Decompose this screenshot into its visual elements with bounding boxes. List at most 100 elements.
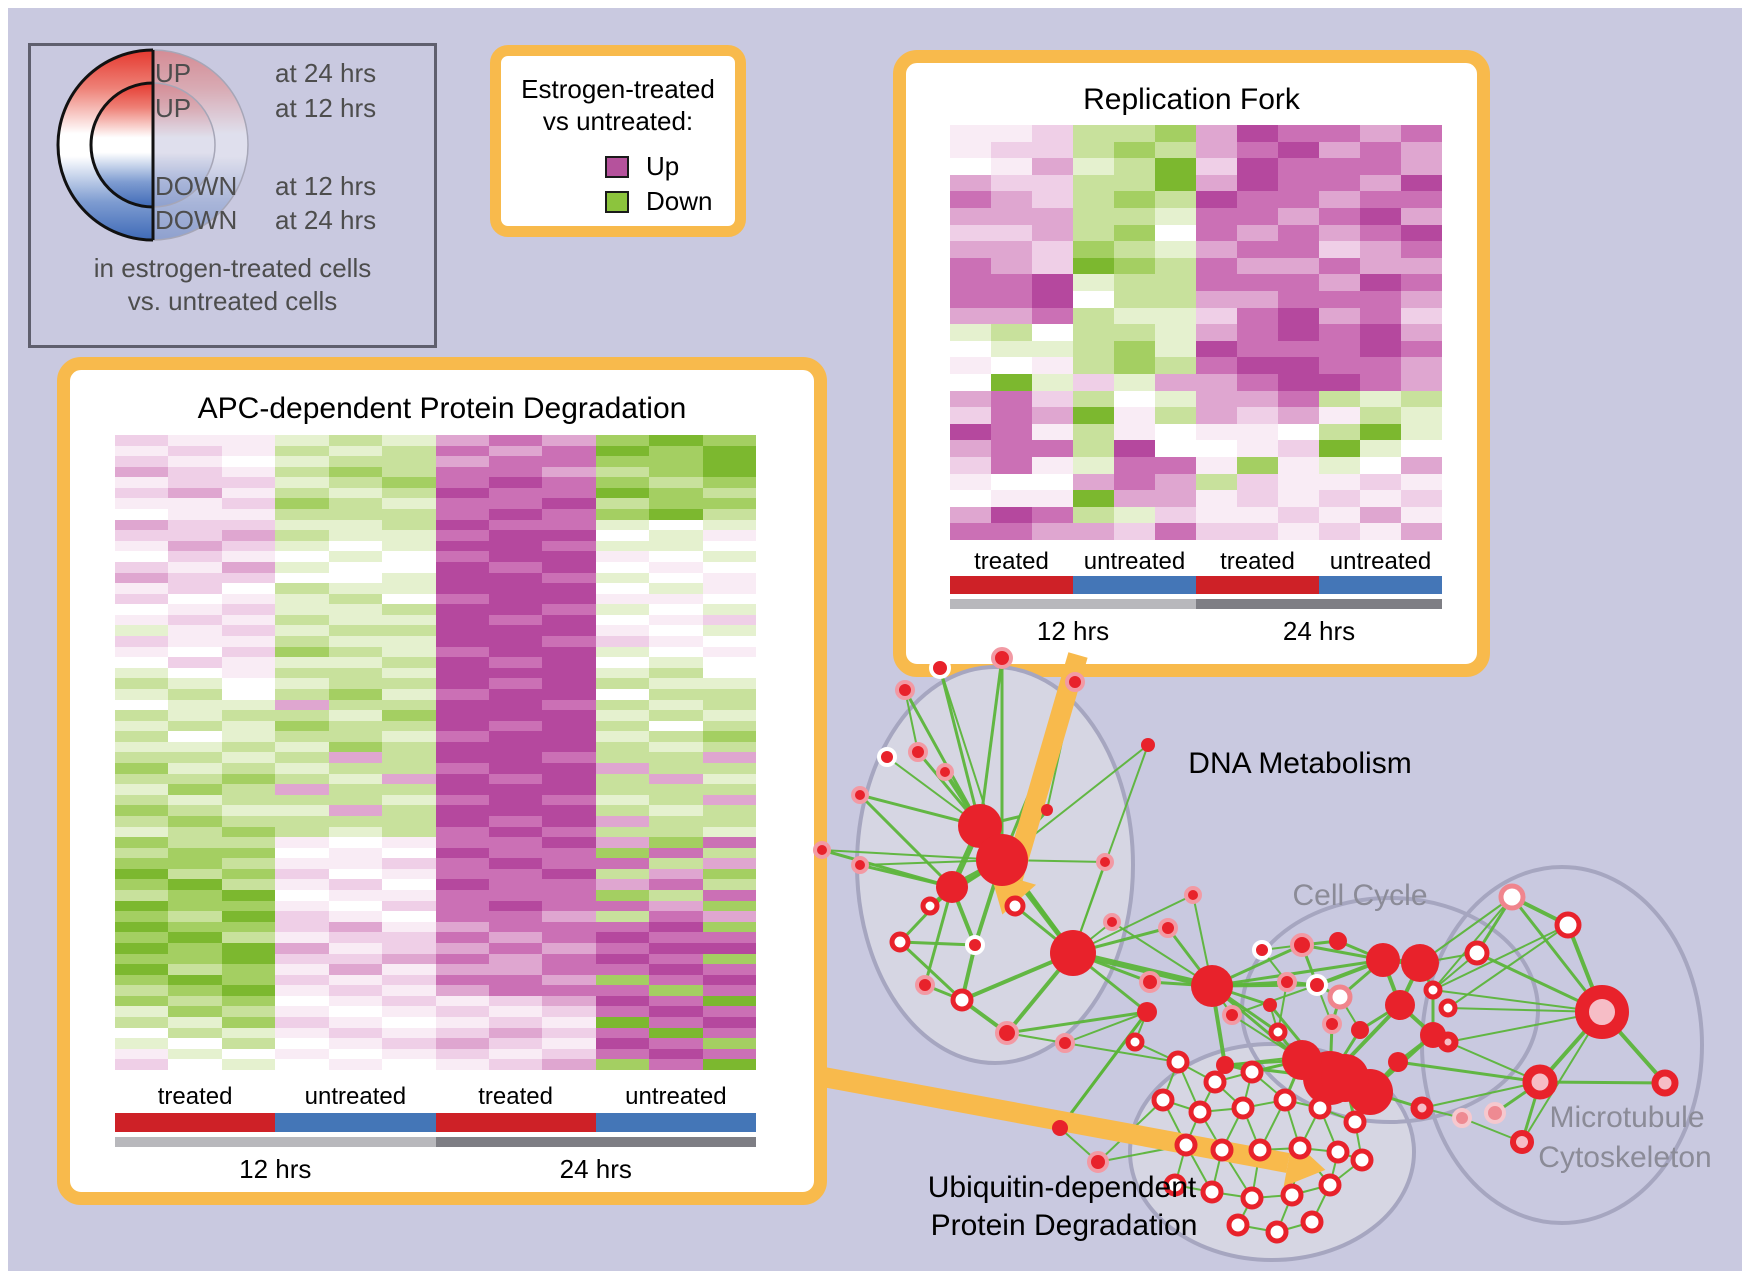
network-edge bbox=[978, 657, 1004, 827]
network-node bbox=[1308, 1096, 1332, 1120]
network-node bbox=[851, 786, 869, 804]
network-node bbox=[1438, 998, 1458, 1018]
rf-group-label-treated-12: treated bbox=[974, 548, 1049, 575]
up-legend-label: Up bbox=[646, 151, 680, 181]
network-node bbox=[929, 657, 951, 679]
rf-time-bars bbox=[950, 599, 1442, 609]
network-node bbox=[1306, 974, 1328, 996]
network-node bbox=[1300, 1210, 1324, 1234]
apc-condition-bars bbox=[115, 1113, 756, 1132]
network-edge bbox=[1539, 1080, 1666, 1085]
network-node bbox=[1004, 895, 1026, 917]
network-node bbox=[908, 742, 928, 762]
network-edge bbox=[821, 849, 1003, 861]
network-node bbox=[851, 856, 869, 874]
apc-24hr-label: 24 hrs bbox=[559, 1154, 632, 1184]
network-node bbox=[1222, 1005, 1242, 1025]
network-node bbox=[1174, 1133, 1198, 1157]
network-node bbox=[1166, 1050, 1190, 1074]
network-edge bbox=[1064, 1042, 1179, 1063]
updown-legend-caption-line2: vs. untreated cells bbox=[127, 286, 338, 316]
network-node bbox=[1055, 1033, 1075, 1053]
network-edge bbox=[1072, 950, 1213, 989]
down-color-swatch bbox=[605, 190, 629, 213]
network-node bbox=[1288, 1136, 1312, 1160]
updown-legend-down-12: DOWN bbox=[155, 171, 238, 201]
network-node bbox=[1041, 804, 1053, 816]
network-node bbox=[965, 935, 985, 955]
network-node bbox=[920, 896, 940, 916]
network-node bbox=[1510, 1130, 1534, 1154]
network-edge bbox=[1432, 924, 1569, 991]
apc-group-label-untreated-12: untreated bbox=[304, 1083, 407, 1110]
network-node bbox=[1423, 980, 1443, 1000]
rf-group-label-untreated-24: untreated bbox=[1329, 548, 1432, 575]
apc-12hr-bar bbox=[115, 1137, 436, 1147]
network-node bbox=[1350, 1148, 1374, 1172]
network-edge bbox=[1064, 1011, 1148, 1044]
network-node bbox=[991, 647, 1013, 669]
network-node bbox=[1252, 940, 1272, 960]
apc-24hr-bar bbox=[435, 1137, 756, 1147]
cell-cycle-label: Cell Cycle bbox=[1292, 879, 1428, 912]
network-node bbox=[1263, 998, 1277, 1012]
apc-group-label-treated-12: treated bbox=[157, 1083, 233, 1110]
network-node bbox=[1410, 1096, 1434, 1120]
rf-heatmap bbox=[950, 125, 1442, 540]
network-node bbox=[1268, 1022, 1288, 1042]
network-node bbox=[895, 680, 915, 700]
network-node bbox=[1318, 1173, 1342, 1197]
network-node bbox=[1139, 971, 1161, 993]
apc-heatmap bbox=[115, 435, 756, 1070]
network-node bbox=[889, 931, 911, 953]
network-edge bbox=[1432, 989, 1603, 1013]
updown-legend-at-12-bot: at 12 hrs bbox=[275, 171, 377, 201]
apc-time-bars bbox=[115, 1137, 756, 1147]
rf-condition-bars bbox=[950, 576, 1442, 594]
network-node bbox=[1329, 932, 1347, 950]
microtubule-label-line2: Cytoskeleton bbox=[1538, 1141, 1712, 1174]
network-edge bbox=[898, 940, 964, 1002]
network-node bbox=[1240, 1186, 1264, 1210]
network-node bbox=[1137, 1002, 1157, 1022]
network-node bbox=[936, 871, 968, 903]
updown-legend-up-12: UP bbox=[155, 93, 192, 123]
rf-time-labels: 12 hrs 24 hrs bbox=[950, 616, 1442, 647]
updown-legend-at-12-top: at 12 hrs bbox=[275, 93, 377, 123]
network-node bbox=[1575, 985, 1629, 1039]
network-node bbox=[1464, 940, 1490, 966]
network-node bbox=[1366, 943, 1400, 977]
network-node bbox=[1273, 1088, 1297, 1112]
network-node bbox=[1326, 1140, 1350, 1164]
network-edge bbox=[1211, 958, 1384, 988]
apc-treated-bar-24 bbox=[435, 1113, 596, 1132]
rf-12hr-bar bbox=[950, 599, 1196, 609]
apc-group-labels: treated untreated treated untreated bbox=[115, 1083, 756, 1111]
rf-untreated-bar-24 bbox=[1319, 576, 1442, 594]
replication-fork-panel: Replication Fork treated untreated treat… bbox=[893, 50, 1490, 677]
network-node bbox=[1096, 853, 1114, 871]
rf-24hr-bar bbox=[1196, 599, 1442, 609]
network-node bbox=[1554, 911, 1582, 939]
estrogen-legend-title-line1: Estrogen-treated bbox=[521, 74, 715, 104]
network-node bbox=[976, 834, 1028, 886]
network-node bbox=[1200, 1180, 1224, 1204]
rf-treated-bar-24 bbox=[1196, 576, 1319, 594]
updown-gradient-rings-icon bbox=[56, 48, 249, 242]
network-node bbox=[1277, 972, 1297, 992]
network-node bbox=[1050, 930, 1096, 976]
network-node bbox=[1522, 1064, 1558, 1100]
network-node bbox=[1158, 918, 1178, 938]
network-node bbox=[1065, 672, 1085, 692]
network-node bbox=[1401, 944, 1439, 982]
estrogen-legend-title-line2: vs untreated: bbox=[542, 106, 694, 136]
network-node bbox=[1343, 1110, 1367, 1134]
network-node bbox=[1437, 1031, 1459, 1053]
network-node bbox=[1484, 1102, 1506, 1124]
network-node bbox=[1388, 1052, 1408, 1072]
updown-legend-at-24-bot: at 24 hrs bbox=[275, 205, 377, 235]
rf-group-labels: treated untreated treated untreated bbox=[950, 548, 1442, 576]
network-edge bbox=[1058, 1011, 1149, 1129]
